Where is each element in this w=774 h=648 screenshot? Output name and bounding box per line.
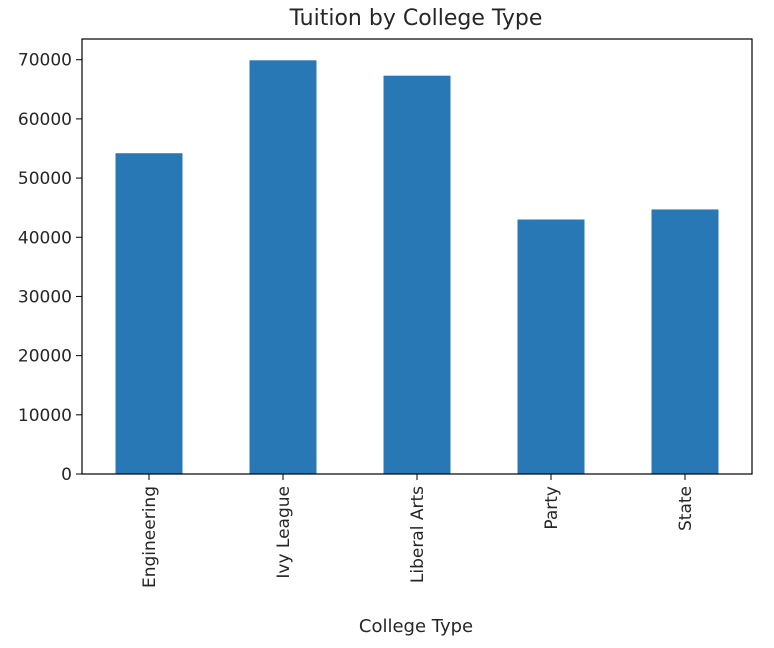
x-tick-label: Ivy League	[274, 486, 294, 579]
bar-liberal-arts	[383, 75, 451, 474]
y-tick-label: 30000	[18, 287, 72, 307]
y-tick-label: 60000	[18, 110, 72, 130]
y-tick-label: 20000	[18, 347, 72, 367]
bar-engineering	[115, 153, 183, 474]
chart-title: Tuition by College Type	[289, 6, 543, 31]
x-tick-label: State	[676, 486, 696, 531]
y-tick-label: 40000	[18, 228, 72, 248]
y-axis: 0 10000 20000 30000 40000 50000 60000 70000	[18, 51, 82, 485]
y-tick-label: 70000	[18, 51, 72, 71]
x-tick-label: Party	[542, 486, 562, 530]
y-tick-label: 10000	[18, 406, 72, 426]
bar-ivy-league	[249, 60, 317, 474]
bars	[115, 60, 719, 474]
x-axis: Engineering Ivy League Liberal Arts Party St…	[140, 474, 696, 588]
y-tick-label: 50000	[18, 169, 72, 189]
y-tick-label: 0	[61, 465, 72, 485]
x-axis-label: College Type	[359, 616, 473, 637]
bar-state	[651, 209, 719, 474]
bar-party	[517, 219, 585, 474]
plot-frame	[81, 38, 753, 475]
x-tick-label: Liberal Arts	[408, 486, 428, 583]
x-tick-label: Engineering	[140, 486, 160, 588]
